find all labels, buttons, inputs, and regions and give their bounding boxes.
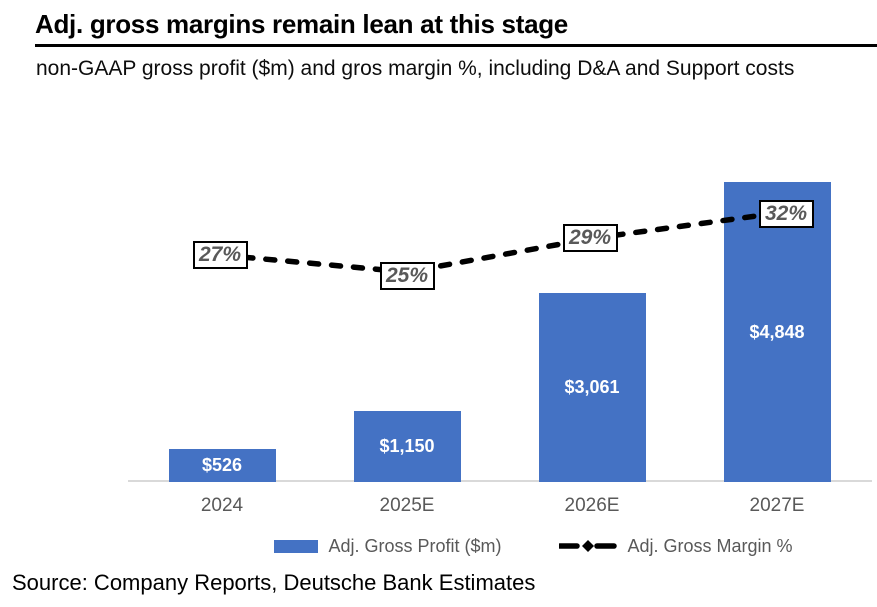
legend-item-bar: Adj. Gross Profit ($m) (274, 536, 501, 557)
bar-value-label: $3,061 (564, 376, 620, 397)
page-title: Adj. gross margins remain lean at this s… (35, 9, 568, 39)
bar-value-label: $4,848 (749, 321, 805, 342)
x-axis-label-2026E: 2026E (564, 495, 620, 516)
x-axis-label-2025E: 2025E (379, 495, 435, 516)
bar-2024: $526 (168, 449, 276, 482)
legend-bar-label: Adj. Gross Profit ($m) (328, 535, 502, 556)
margin-label-text: 27% (198, 243, 242, 267)
source-note: Source: Company Reports, Deutsche Bank E… (12, 570, 536, 595)
bar-2025E: $1,150 (353, 410, 461, 482)
margin-label-2027E: 32% (758, 200, 814, 229)
title-underline (35, 44, 877, 47)
legend-item-line: Adj. Gross Margin % (559, 535, 793, 557)
margin-label-2025E: 25% (379, 262, 435, 290)
margin-label-text: 29% (568, 226, 612, 250)
margin-label-text: 32% (764, 202, 808, 226)
bar-series-swatch (274, 539, 319, 553)
margin-label-2024: 27% (192, 241, 248, 270)
x-axis-label-2024: 2024 (200, 495, 244, 516)
legend-line-label: Adj. Gross Margin % (627, 535, 793, 556)
margin-label-2026E: 29% (562, 224, 618, 253)
bar-value-label: $526 (201, 455, 243, 476)
bar-value-label: $1,150 (379, 435, 435, 456)
x-axis-line (128, 480, 872, 482)
x-axis-label-2027E: 2027E (749, 495, 805, 516)
bar-2026E: $3,061 (538, 292, 646, 482)
dashed-line-diamond-icon (559, 540, 618, 552)
legend: Adj. Gross Profit ($m) Adj. Gross Margin… (190, 533, 877, 559)
margin-label-text: 25% (385, 264, 429, 287)
chart-subtitle: non-GAAP gross profit ($m) and gros marg… (36, 57, 795, 80)
